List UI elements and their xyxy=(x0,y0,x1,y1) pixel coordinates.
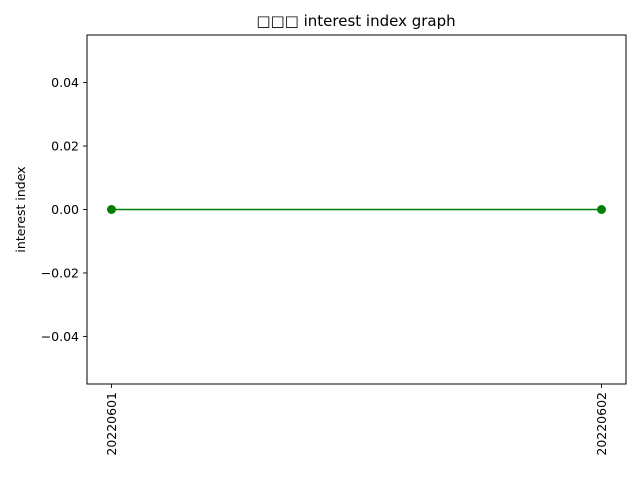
plot-area: −0.04 −0.02 0.00 0.02 0.04 20220601 20220602 xyxy=(41,34,627,456)
x-tick-label: 20220602 xyxy=(594,392,609,456)
y-tick-label: 0.02 xyxy=(51,139,79,154)
y-tick-label: −0.02 xyxy=(41,265,79,280)
chart-title: □□□ interest index graph xyxy=(256,12,455,30)
y-axis-label: interest index xyxy=(13,166,28,252)
data-point xyxy=(597,205,606,214)
plot-frame xyxy=(86,34,627,385)
x-tick-label: 20220601 xyxy=(104,392,119,456)
y-tick-label: 0.00 xyxy=(51,202,79,217)
y-tick-label: −0.04 xyxy=(41,329,79,344)
data-point xyxy=(107,205,116,214)
y-tick-label: 0.04 xyxy=(51,75,79,90)
